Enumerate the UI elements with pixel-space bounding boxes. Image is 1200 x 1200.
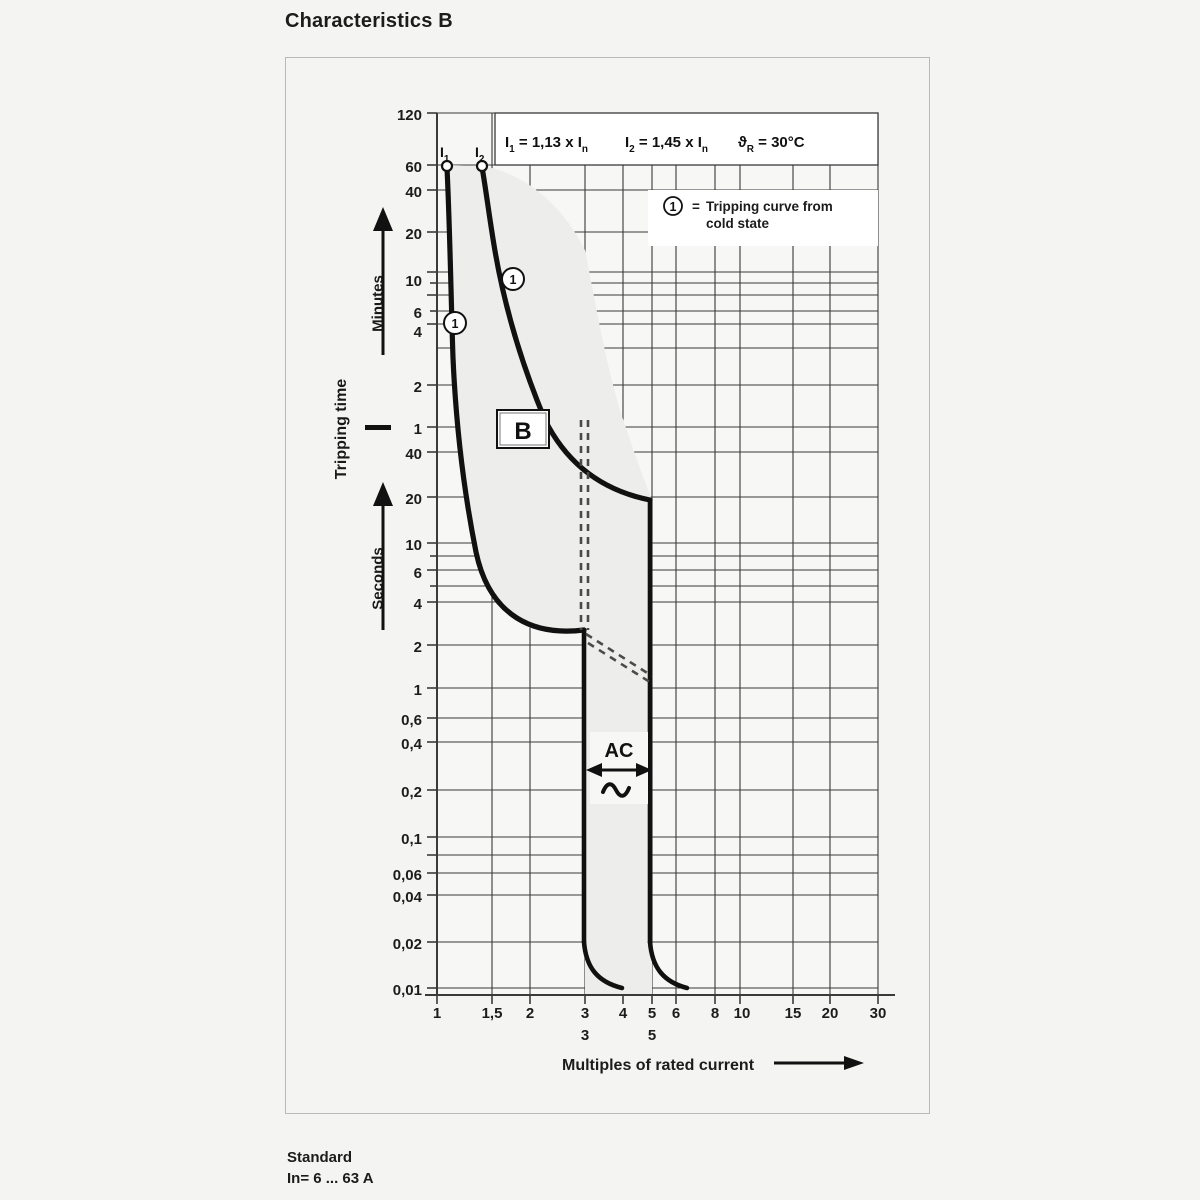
- footer-standard: Standard: [287, 1149, 353, 1166]
- x-axis-arrow-icon: [774, 1054, 865, 1072]
- footer-block: Standard In= 6 ... 63 A: [287, 1147, 374, 1189]
- footer-rated-current: In= 6 ... 63 A: [287, 1170, 374, 1187]
- x-axis-title-group: Multiples of rated current: [562, 1052, 865, 1075]
- x-axis-title: Multiples of rated current: [562, 1057, 755, 1074]
- tripping-time-dash-icon: [365, 425, 391, 430]
- y-axis-title: Tripping time: [333, 378, 350, 480]
- minutes-axis-arrow-icon: [373, 207, 393, 355]
- seconds-axis-arrow-icon: [373, 482, 393, 630]
- arrow-right-icon: [774, 1056, 865, 1070]
- page-title: Characteristics B: [285, 10, 453, 32]
